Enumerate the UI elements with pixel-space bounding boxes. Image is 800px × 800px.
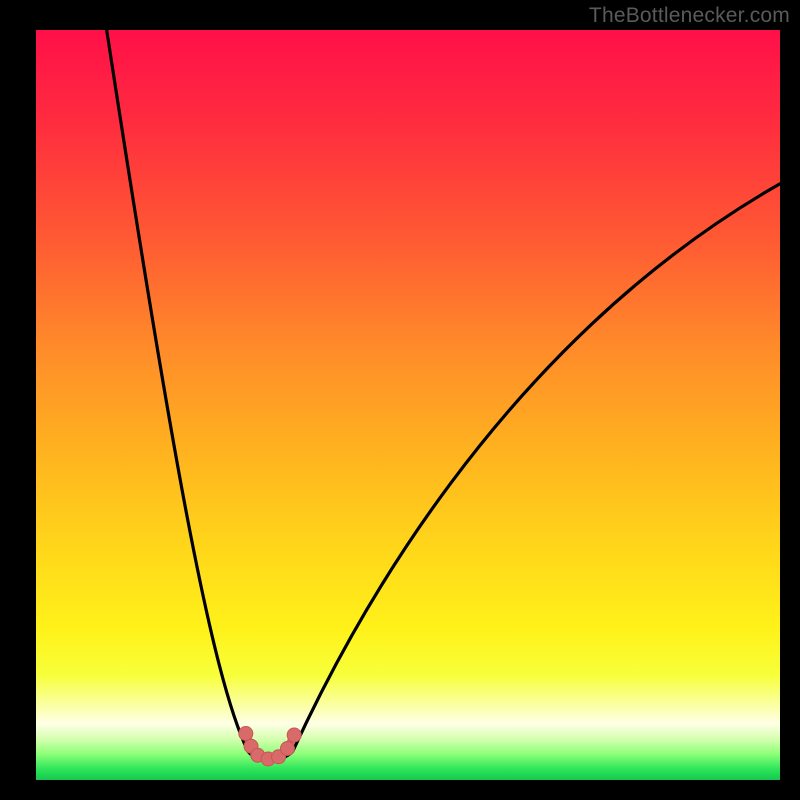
valley-marker	[239, 727, 253, 741]
valley-marker	[287, 728, 301, 742]
watermark-text: TheBottlenecker.com	[589, 4, 790, 28]
valley-markers	[239, 727, 301, 767]
plot-area	[36, 30, 780, 780]
bottleneck-curve	[107, 30, 780, 761]
curve-svg	[36, 30, 780, 780]
valley-marker	[280, 742, 294, 756]
